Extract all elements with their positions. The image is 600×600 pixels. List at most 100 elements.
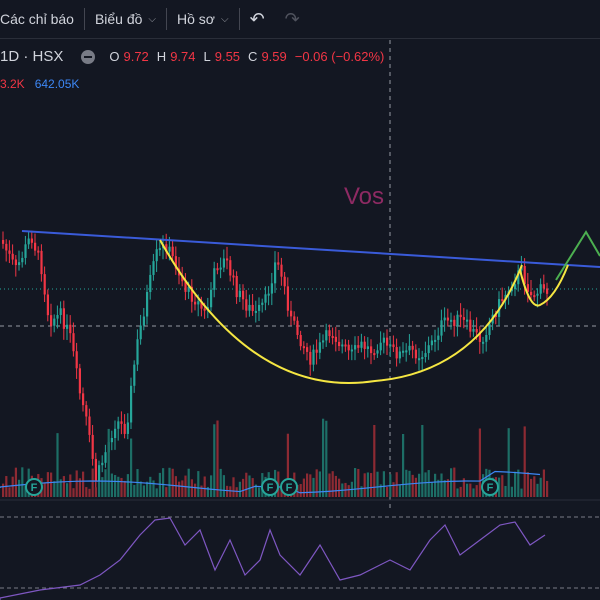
chevron-down-icon: ⌵ (148, 13, 157, 25)
volume-bar (126, 474, 129, 497)
volume-bar (370, 473, 373, 497)
candle (66, 324, 69, 329)
volume-bar (366, 472, 369, 497)
candle (357, 345, 360, 348)
volume-bar (322, 418, 325, 497)
volume-bar (94, 487, 97, 497)
candle (459, 314, 462, 318)
rsi-line (0, 517, 546, 600)
cup-curve (159, 239, 523, 385)
volume-bar (456, 488, 459, 497)
volume-bar (427, 470, 430, 497)
volume-bar (504, 485, 507, 497)
candle (187, 286, 190, 292)
candle (424, 353, 427, 358)
chevron-down-icon: ⌵ (220, 13, 229, 25)
hide-legend-icon[interactable] (81, 49, 96, 64)
volume-bar (402, 433, 405, 497)
candle (539, 284, 542, 294)
chart-menu-button[interactable]: Biểu đồ ⌵ (85, 0, 166, 38)
volume-bar (91, 468, 94, 497)
candle (200, 301, 203, 309)
candle (523, 265, 526, 285)
toolbar-divider (83, 8, 85, 30)
volume-value-b: 642.05K (34, 77, 80, 91)
top-toolbar: Các chỉ báo Biểu đồ ⌵ Hồ sơ ⌵ ↶ ↷ (0, 0, 600, 39)
toolbar-divider (238, 8, 240, 30)
candle (440, 320, 443, 336)
volume-bar (478, 428, 481, 497)
candle (354, 345, 357, 350)
volume-bar (206, 486, 209, 497)
candle (126, 422, 129, 434)
candle (120, 421, 123, 424)
volume-bar (280, 486, 283, 497)
profile-menu-button[interactable]: Hồ sơ ⌵ (167, 0, 239, 38)
volume-bar (536, 483, 539, 497)
volume-bar (181, 480, 184, 497)
candle (485, 334, 488, 342)
candle (472, 328, 475, 332)
volume-bar (155, 488, 158, 497)
volume-bar (88, 488, 91, 497)
handle-curve (519, 264, 569, 307)
volume-bar (421, 424, 424, 497)
volume-bar (213, 424, 216, 497)
indicators-button[interactable]: Các chỉ báo (0, 0, 84, 38)
pattern-annotation[interactable]: Vos (344, 183, 385, 210)
undo-button[interactable]: ↶ (240, 0, 275, 38)
event-marker-icon (481, 478, 499, 496)
volume-bar (216, 420, 219, 497)
candle (56, 315, 59, 319)
volume-bar (50, 472, 53, 497)
candle (283, 276, 286, 287)
symbol-legend: 1D · HSX O 9.72 H 9.74 L 9.55 C 9.59 −0.06 (… (0, 48, 388, 65)
event-marker-label: F (31, 482, 38, 494)
projection-arrow (555, 230, 600, 281)
candle (5, 243, 8, 251)
candle (254, 310, 257, 313)
candle (427, 345, 430, 354)
volume-bar (328, 473, 331, 497)
volume-bar (8, 487, 11, 497)
redo-button[interactable]: ↷ (275, 0, 310, 38)
volume-bar (430, 482, 433, 497)
candle (242, 290, 245, 300)
candle (389, 344, 392, 347)
candle (341, 344, 344, 347)
volume-bar (98, 482, 101, 497)
candle (62, 308, 65, 329)
volume-bar (101, 477, 104, 497)
volume-bar (418, 473, 421, 497)
volume-bar (312, 477, 315, 497)
candle (290, 310, 293, 317)
event-marker-icon (25, 478, 43, 496)
volume-bar (149, 476, 152, 497)
candle (85, 405, 88, 417)
volume-bar (318, 471, 321, 497)
candle (466, 319, 469, 322)
volume-bar (107, 428, 110, 497)
candle (174, 256, 177, 269)
candle (450, 319, 453, 322)
candle (171, 246, 174, 257)
volume-bar (197, 471, 200, 497)
volume-bar (219, 468, 222, 497)
volume-bar (469, 483, 472, 497)
volume-bar (501, 475, 504, 497)
symbol-label[interactable]: 1D · HSX (0, 48, 64, 65)
candle (216, 268, 219, 271)
candle (94, 458, 97, 481)
volume-bar (510, 486, 513, 497)
candle (392, 344, 395, 348)
candle (238, 290, 241, 298)
volume-bar (514, 471, 517, 497)
toolbar-divider (166, 8, 168, 30)
redo-icon: ↷ (284, 8, 300, 29)
candle (322, 340, 325, 343)
candle (72, 333, 75, 352)
volume-bar (523, 426, 526, 497)
low-key: L (203, 49, 211, 64)
volume-bar (299, 484, 302, 497)
